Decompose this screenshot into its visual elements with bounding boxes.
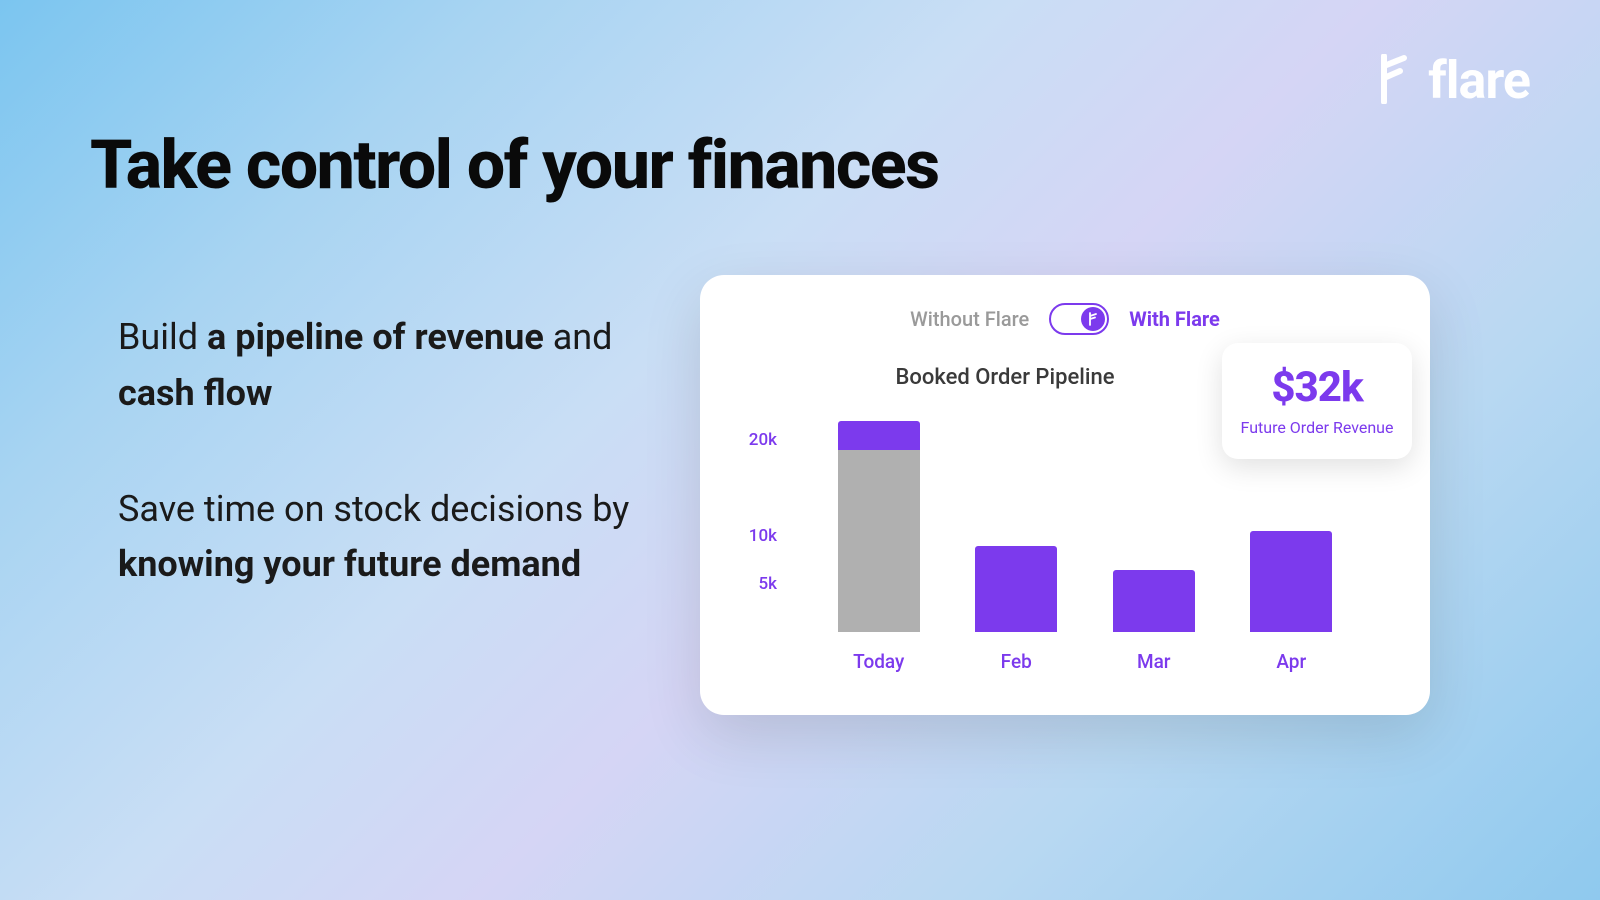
bar-segment [1113,570,1195,632]
flare-logo-icon [1376,54,1416,108]
y-tick: 10k [749,526,777,546]
bar-segment [1250,531,1332,632]
bar-segment [838,450,920,632]
chart-body: 20k10k5k [790,402,1380,632]
feature-point-1: Build a pipeline of revenue and cash flo… [118,310,638,422]
bars-container [790,402,1380,632]
bar-segment [975,546,1057,632]
bar-group [1250,402,1332,632]
comparison-toggle[interactable] [1049,303,1109,335]
toggle-label-on[interactable]: With Flare [1129,307,1220,331]
bar-segment [838,421,920,450]
toggle-knob [1081,307,1105,331]
chart-card: Without Flare With Flare $32k Future Ord… [700,275,1430,715]
brand-logo: flare [1376,50,1530,111]
x-axis-labels: Today Feb Mar Apr [790,650,1380,673]
feature-point-2: Save time on stock decisions by knowing … [118,482,638,594]
x-label: Apr [1250,650,1332,673]
x-label: Mar [1113,650,1195,673]
bar-group [1113,402,1195,632]
chart-area: $32k Future Order Revenue Booked Order P… [740,365,1390,685]
y-tick: 20k [749,430,777,450]
feature-points: Build a pipeline of revenue and cash flo… [118,310,638,653]
bar-group [838,402,920,632]
y-axis: 20k 10k 5k [740,402,785,632]
x-label: Feb [975,650,1057,673]
toggle-row: Without Flare With Flare [740,303,1390,335]
x-label: Today [838,650,920,673]
bar-group [975,402,1057,632]
y-tick: 5k [758,574,777,594]
page-headline: Take control of your finances [90,125,939,205]
toggle-label-off[interactable]: Without Flare [910,307,1029,331]
brand-name: flare [1428,50,1530,111]
